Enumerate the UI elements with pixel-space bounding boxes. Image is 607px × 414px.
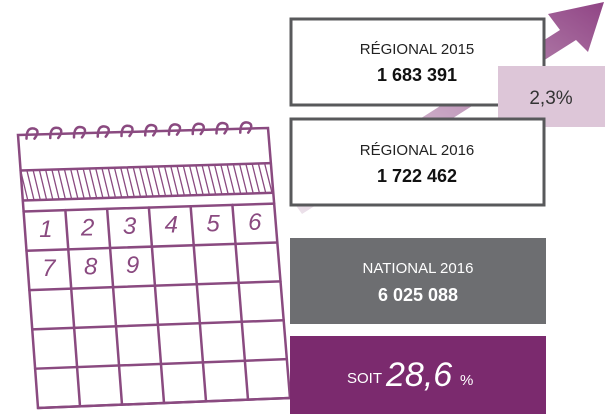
day: 8 xyxy=(84,254,98,281)
share-suffix: % xyxy=(460,372,473,389)
value: 1 722 462 xyxy=(377,166,457,186)
page: 1 2 3 4 5 6 78 9 RÉGIONAL 2015 1 683 391 2,3% R… xyxy=(0,0,607,414)
label: RÉGIONAL 2016 xyxy=(360,142,475,159)
day: 4 xyxy=(165,212,178,239)
day: 7 xyxy=(42,255,57,282)
box-regional-2016 xyxy=(291,119,544,205)
day: 3 xyxy=(123,213,137,240)
day: 2 xyxy=(80,214,94,241)
label: NATIONAL 2016 xyxy=(363,260,474,277)
share-prefix: SOIT xyxy=(347,370,382,387)
day: 9 xyxy=(126,252,139,279)
value: 1 683 391 xyxy=(377,65,457,85)
day: 5 xyxy=(206,210,220,237)
growth: 2,3% xyxy=(529,88,572,109)
box-national-2016 xyxy=(290,238,546,324)
label: RÉGIONAL 2015 xyxy=(360,41,475,58)
infographic: 1 2 3 4 5 6 78 9 RÉGIONAL 2015 1 683 391 2,3% R… xyxy=(0,0,607,414)
value: 6 025 088 xyxy=(378,285,458,305)
share-value: 28,6 xyxy=(385,356,452,394)
day: 6 xyxy=(248,209,262,236)
day: 1 xyxy=(39,216,52,243)
